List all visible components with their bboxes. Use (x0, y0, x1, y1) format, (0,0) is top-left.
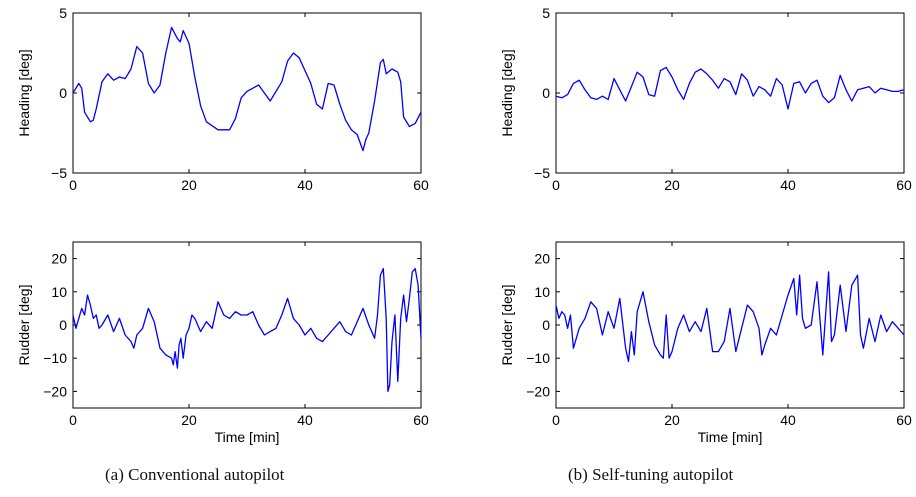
y-tick-label: 5 (542, 5, 550, 21)
x-tick-label: 0 (552, 177, 560, 193)
caption-self-tuning-autopilot: (b) Self-tuning autopilot (568, 465, 734, 484)
y-axis-label: Heading [deg] (16, 49, 32, 136)
chart-right-bottom: 0 20 40 60 −20 −10 0 10 20 Rudder [deg] Time [min] (499, 241, 912, 445)
x-tick-label: 40 (297, 412, 313, 428)
x-tick-label: 60 (413, 177, 429, 193)
x-tick-label: 20 (181, 412, 197, 428)
plot-frame (555, 241, 905, 409)
x-tick-label: 40 (297, 177, 313, 193)
plot-frame (555, 12, 905, 174)
y-tick-label: −20 (43, 383, 67, 399)
y-tick-label: −5 (534, 165, 550, 181)
series-line (555, 66, 905, 110)
y-axis-label: Rudder [deg] (499, 285, 515, 366)
y-tick-label: 10 (534, 284, 550, 300)
x-axis-label: Time [min] (698, 429, 763, 445)
y-tick-label: 10 (51, 284, 67, 300)
x-axis-label: Time [min] (215, 429, 280, 445)
plot-frame (72, 12, 422, 174)
series-line (555, 271, 905, 363)
y-tick-label: −20 (526, 383, 550, 399)
x-tick-label: 20 (181, 177, 197, 193)
y-tick-label: 0 (59, 85, 67, 101)
x-tick-label: 0 (552, 412, 560, 428)
y-tick-label: 20 (534, 251, 550, 267)
x-tick-label: 60 (896, 177, 912, 193)
y-tick-label: 20 (51, 251, 67, 267)
y-tick-label: −10 (43, 350, 67, 366)
series-line (72, 26, 422, 152)
y-tick-label: −5 (51, 165, 67, 181)
caption-conventional-autopilot: (a) Conventional autopilot (105, 465, 285, 484)
chart-left-bottom: 0 20 40 60 −20 −10 0 10 20 Rudder [deg] Time [min] (16, 241, 429, 445)
y-tick-label: 5 (59, 5, 67, 21)
series-line (72, 267, 422, 393)
x-tick-label: 0 (69, 177, 77, 193)
y-tick-label: −10 (526, 350, 550, 366)
x-tick-label: 60 (413, 412, 429, 428)
x-tick-label: 20 (664, 177, 680, 193)
y-axis-label: Heading [deg] (499, 49, 515, 136)
x-tick-label: 60 (896, 412, 912, 428)
x-tick-label: 40 (780, 177, 796, 193)
x-tick-label: 0 (69, 412, 77, 428)
x-tick-label: 40 (780, 412, 796, 428)
y-axis-label: Rudder [deg] (16, 285, 32, 366)
x-tick-label: 20 (664, 412, 680, 428)
y-tick-label: 0 (59, 317, 67, 333)
y-tick-label: 0 (542, 317, 550, 333)
y-tick-label: 0 (542, 85, 550, 101)
